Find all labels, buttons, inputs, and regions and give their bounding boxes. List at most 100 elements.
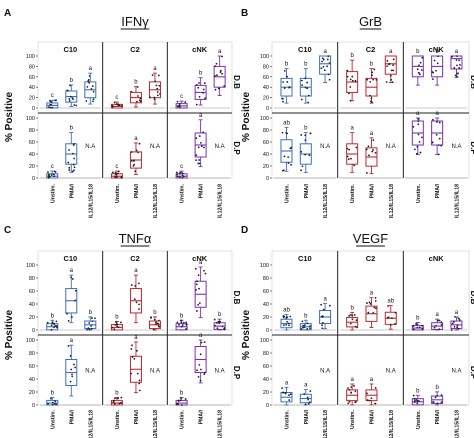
significance-letter: b (416, 316, 420, 322)
data-point (432, 71, 435, 74)
data-point (49, 103, 52, 106)
y-tick-label: 100 (260, 338, 269, 344)
data-point (369, 302, 372, 305)
x-tick-label: PMA/I (199, 183, 205, 198)
data-point (416, 402, 419, 405)
x-tick-label: Unstim. (115, 183, 121, 203)
group-label-c10: C10 (63, 45, 77, 54)
data-point (413, 401, 416, 404)
data-point (326, 65, 329, 68)
data-point (185, 323, 188, 326)
data-point (306, 328, 309, 330)
data-point (180, 325, 183, 328)
data-point (180, 319, 182, 322)
data-point (150, 316, 152, 319)
data-point (437, 144, 440, 147)
na-label: N.A (320, 369, 330, 375)
data-point (436, 402, 439, 405)
data-point (346, 75, 349, 78)
data-point (214, 75, 216, 77)
data-point (73, 143, 76, 145)
y-tick-label: 100 (26, 54, 35, 60)
group-label-cnk: cNK (192, 254, 208, 263)
data-point (138, 389, 141, 392)
data-point (369, 80, 372, 83)
data-point (219, 71, 222, 74)
data-point (320, 67, 323, 70)
panel-letter: A (4, 8, 11, 19)
data-point (457, 317, 460, 320)
data-point (219, 69, 222, 72)
y-tick-label: 40 (29, 85, 35, 91)
data-point (202, 88, 205, 91)
y-tick-label: 80 (29, 64, 35, 70)
panel-letter: D (241, 225, 248, 236)
na-label: N.A (451, 144, 461, 150)
data-point (366, 302, 368, 304)
data-point (71, 170, 74, 173)
x-tick-label: IL12/IL15/IL18 (88, 184, 94, 218)
data-point (353, 164, 356, 167)
data-point (355, 146, 358, 149)
data-point (55, 325, 58, 327)
data-point (74, 289, 77, 292)
data-point (418, 71, 420, 74)
data-point (153, 96, 156, 99)
data-point (309, 325, 311, 328)
data-point (131, 356, 134, 358)
y-tick-label: 0 (266, 176, 269, 182)
data-point (185, 328, 188, 330)
significance-letter: a (134, 268, 138, 274)
data-point (198, 159, 201, 161)
x-tick-label: Unstim. (416, 409, 422, 429)
data-point (438, 137, 441, 140)
data-point (180, 321, 183, 324)
significance-letter: a (285, 380, 289, 386)
data-point (290, 163, 292, 166)
y-tick-label: 80 (29, 128, 35, 134)
data-point (176, 173, 178, 176)
data-point (415, 152, 418, 155)
data-point (195, 83, 198, 86)
data-point (177, 403, 179, 406)
data-point (67, 89, 69, 92)
data-point (413, 397, 416, 400)
significance-letter: c (115, 95, 118, 101)
significance-letter: b (218, 312, 222, 318)
data-point (216, 327, 219, 330)
data-point (215, 62, 218, 65)
significance-letter: a (370, 131, 374, 137)
data-point (458, 67, 461, 69)
y-tick-label: 80 (263, 64, 269, 70)
data-point (455, 59, 458, 61)
y-axis-label: % Positive (241, 92, 252, 142)
data-point (90, 327, 93, 330)
data-point (434, 396, 437, 399)
data-point (195, 310, 198, 312)
y-tick-label: 40 (29, 302, 35, 308)
data-point (412, 394, 415, 397)
data-point (303, 326, 306, 329)
data-point (306, 396, 309, 399)
data-point (50, 397, 52, 400)
panel-title: VEGF (353, 231, 388, 246)
data-point (346, 69, 349, 72)
data-point (300, 79, 303, 82)
data-point (375, 78, 378, 81)
row-label-1: D.P (469, 366, 474, 380)
data-point (350, 392, 353, 394)
data-point (282, 97, 284, 100)
data-point (389, 324, 392, 326)
data-point (51, 403, 54, 406)
data-point (198, 302, 201, 305)
group-label-c2: C2 (130, 254, 140, 263)
data-point (415, 322, 417, 325)
x-tick-label: Unstim. (350, 183, 356, 203)
data-point (130, 90, 133, 93)
data-point (348, 388, 351, 391)
data-point (351, 318, 354, 321)
data-point (132, 160, 135, 162)
data-point (368, 399, 371, 402)
data-point (178, 324, 180, 326)
